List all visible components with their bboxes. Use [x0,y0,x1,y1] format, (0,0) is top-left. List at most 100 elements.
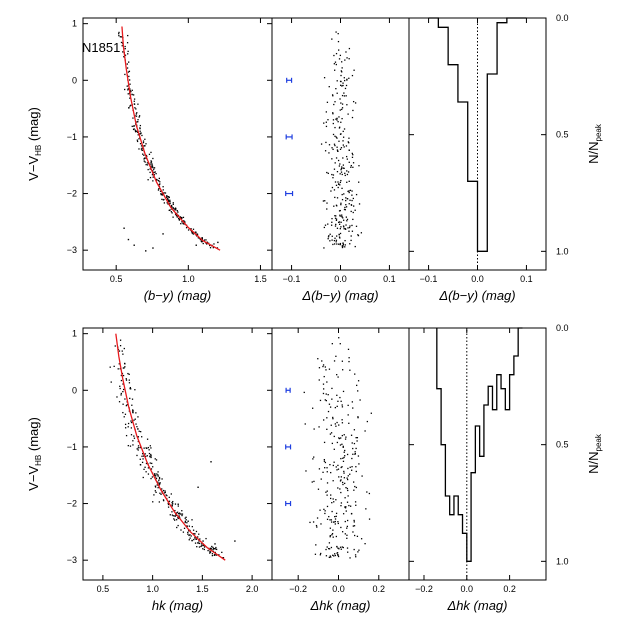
residual-point [330,556,332,558]
residual-point [331,239,333,241]
residual-point [331,38,333,40]
star-point [123,416,125,418]
residual-point [331,534,333,536]
residual-point [364,543,366,545]
residual-point [344,209,347,211]
star-point [171,212,173,214]
x-tick-label: 0.0 [334,274,347,284]
star-point [185,227,188,229]
star-point [137,119,139,121]
residual-point [346,104,348,106]
star-point [147,473,150,475]
residual-point [340,74,342,77]
star-point [149,171,151,174]
star-point [212,546,214,549]
star-point [122,51,124,53]
star-point [133,419,135,421]
y-tick-label: 0 [72,75,77,85]
residual-point [325,125,328,128]
star-point [139,127,141,129]
residual-point [366,420,369,423]
residual-point [339,181,342,184]
residual-point [347,551,349,553]
star-point [158,188,160,190]
residual-point [337,522,339,525]
star-point [177,516,179,519]
residual-point [346,527,348,529]
residual-point [343,228,345,230]
residual-point [338,337,340,339]
residual-point [352,162,355,164]
residual-point [344,497,346,499]
star-point [181,513,184,515]
y-tick-label: −2 [67,499,77,509]
star-point [152,166,154,169]
residual-point [354,534,356,537]
residual-point [338,165,341,167]
residual-point [351,152,353,155]
chart-marks [83,17,546,580]
star-point [196,546,198,548]
star-point [154,485,157,487]
residual-point [346,173,349,176]
residual-point [335,512,338,515]
star-point [179,216,182,218]
star-point [175,215,178,217]
y-tick-label: 0.0 [556,323,569,333]
residual-point [341,481,344,484]
residual-point [333,189,336,191]
star-point [163,492,166,494]
star-point [183,527,186,529]
star-point [136,140,139,143]
star-point [154,473,156,475]
residual-point [339,228,341,230]
residual-point [350,239,352,242]
residual-point [340,179,342,182]
star-point [134,130,137,133]
residual-point [358,549,360,551]
x-tick-label: 0.0 [332,584,345,594]
residual-point [326,381,328,383]
star-point [132,409,134,411]
star-point [159,492,161,494]
residual-point [339,480,342,482]
star-point [161,478,163,480]
x-tick-label: 0.1 [383,274,396,284]
star-point [124,413,127,415]
residual-point [343,167,345,170]
residual-point [355,193,358,196]
star-point [137,121,139,123]
residual-point [336,170,339,173]
residual-point [332,177,334,179]
star-point [169,209,171,211]
residual-point [323,122,325,124]
residual-point [342,246,344,248]
star-point [122,374,125,377]
star-point [173,207,175,210]
residual-point [358,165,360,167]
residual-point [339,232,342,235]
residual-point [347,227,349,229]
residual-point [318,379,320,381]
star-point [200,545,202,548]
star-point [139,143,142,145]
residual-point [354,452,357,455]
residual-point [339,84,342,86]
residual-point [344,206,346,209]
residual-point [313,456,315,458]
residual-point [337,181,339,183]
residual-point [335,239,338,241]
star-point [134,389,136,391]
star-point [160,194,162,196]
star-point [158,484,160,486]
residual-point [342,546,344,549]
star-point [184,520,187,523]
star-point [127,34,129,37]
residual-point [323,77,326,79]
star-point [123,347,125,350]
star-point [187,229,190,231]
star-point [186,522,188,524]
star-point [139,127,141,130]
star-point [169,514,171,516]
star-point [126,63,128,65]
